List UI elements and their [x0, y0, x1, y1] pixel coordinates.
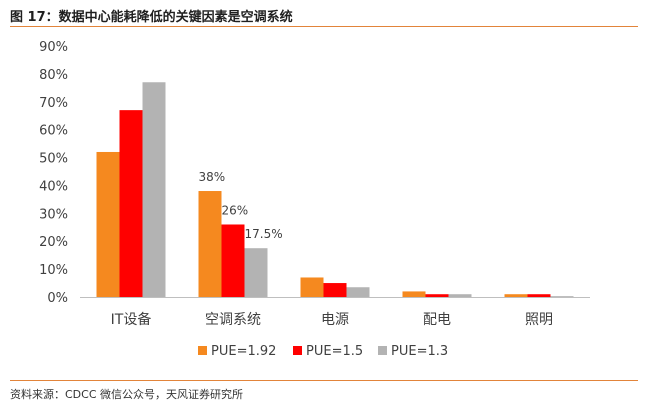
- x-tick-label: 照明: [525, 312, 553, 328]
- bar: [448, 294, 472, 297]
- figure-title: 图 17：数据中心能耗降低的关键因素是空调系统: [10, 10, 293, 25]
- chart-bars: [96, 82, 574, 298]
- bar: [504, 294, 528, 297]
- y-tick-label: 20%: [39, 235, 68, 250]
- bar: [244, 248, 268, 297]
- y-tick-label: 80%: [39, 68, 68, 83]
- y-tick-label: 60%: [39, 124, 68, 139]
- legend-label: PUE=1.3: [391, 344, 448, 359]
- x-tick-label: 电源: [321, 312, 349, 328]
- bar: [425, 294, 449, 297]
- y-tick-label: 10%: [39, 263, 68, 278]
- x-tick-label: 配电: [423, 312, 451, 328]
- bar-chart: 0% 10% 20% 30% 40% 50% 60% 70% 80% 90% IT设备 空调系统 电源 配…: [39, 40, 590, 359]
- x-tick-label: 空调系统: [205, 312, 261, 328]
- y-tick-label: 90%: [39, 40, 68, 55]
- bar: [198, 191, 222, 297]
- bar: [550, 296, 574, 297]
- bar: [323, 283, 347, 297]
- data-label: 17.5%: [245, 227, 283, 241]
- legend-swatch: [198, 346, 207, 355]
- title-rule: [10, 26, 638, 27]
- y-tick-label: 30%: [39, 207, 68, 222]
- chart-axes: 0% 10% 20% 30% 40% 50% 60% 70% 80% 90% IT设备 空调系统 电源 配…: [39, 40, 590, 328]
- legend-swatch: [378, 346, 387, 355]
- legend-label: PUE=1.92: [211, 344, 276, 359]
- bar: [221, 224, 245, 297]
- y-tick-label: 50%: [39, 152, 68, 167]
- legend-swatch: [293, 346, 302, 355]
- y-tick-label: 40%: [39, 179, 68, 194]
- bar: [346, 287, 370, 297]
- chart-labels: 38% 26% 17.5%: [199, 170, 283, 241]
- y-tick-label: 0%: [47, 291, 68, 306]
- bar: [96, 151, 120, 297]
- data-label: 26%: [222, 203, 249, 217]
- bar: [300, 277, 324, 297]
- bar: [142, 82, 166, 297]
- chart-legend: PUE=1.92 PUE=1.5 PUE=1.3: [198, 344, 448, 359]
- legend-label: PUE=1.5: [306, 344, 363, 359]
- x-tick-label: IT设备: [111, 311, 152, 328]
- bar: [527, 294, 551, 297]
- source-note: 资料来源：CDCC 微信公众号，天风证券研究所: [10, 388, 244, 401]
- y-tick-label: 70%: [39, 96, 68, 111]
- data-label: 38%: [199, 170, 226, 184]
- footer-rule: [10, 380, 638, 381]
- bar: [119, 110, 143, 298]
- bar: [402, 291, 426, 297]
